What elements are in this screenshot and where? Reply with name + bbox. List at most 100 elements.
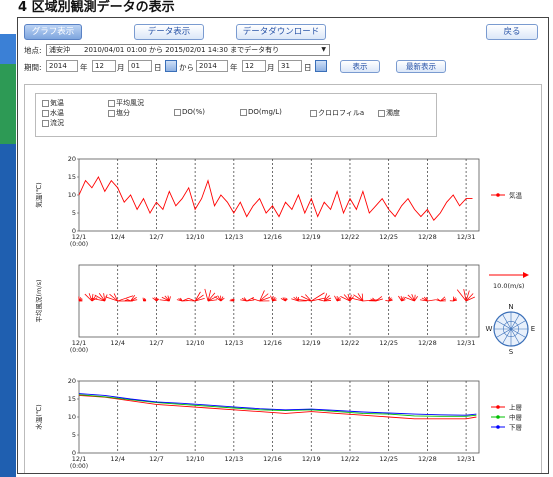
- wind-vector: [117, 295, 134, 302]
- series-line: [78, 393, 477, 416]
- latest-display-button[interactable]: 最新表示: [396, 60, 446, 73]
- compass-spoke: [510, 328, 520, 344]
- wind-vector: [130, 294, 136, 302]
- wind-vector: [349, 297, 363, 302]
- wind-vector: [463, 288, 467, 302]
- checkbox-label: 平均風況: [116, 99, 144, 107]
- wind-vector: [214, 296, 222, 302]
- graph-view-button[interactable]: グラフ表示: [24, 24, 82, 40]
- compass-spoke: [496, 328, 512, 338]
- wind-chart: 12/1 12/4 12/7 12/10 12/13 12/16 12/19 12/22 12/…: [34, 264, 535, 356]
- wind-vector: [323, 297, 332, 302]
- wind-vector: [84, 293, 93, 302]
- calendar-icon[interactable]: [315, 60, 327, 72]
- checkbox-air-temp[interactable]: 気温: [42, 98, 64, 108]
- wind-vector: [194, 291, 201, 302]
- y-tick-label: 20: [68, 155, 76, 163]
- wind-vector: [195, 297, 205, 302]
- end-day-input[interactable]: 31: [278, 60, 302, 72]
- wind-vector: [246, 296, 254, 302]
- wind-vector: [91, 297, 98, 302]
- wind-vector: [411, 294, 415, 302]
- checkbox-water-temp[interactable]: 水温: [42, 108, 64, 118]
- x-tick-label: 12/1: [72, 455, 87, 463]
- checkbox-salinity[interactable]: 塩分: [108, 108, 130, 118]
- start-year-input[interactable]: 2014: [46, 60, 78, 72]
- wind-vector: [361, 293, 364, 302]
- checkbox-current[interactable]: 流況: [42, 118, 64, 128]
- main-panel: グラフ表示 データ表示 データダウンロード 戻る 地点: 浦安沖 2010/04…: [17, 17, 549, 474]
- back-button[interactable]: 戻る: [486, 24, 538, 40]
- wind-vector: [318, 299, 325, 302]
- x-tick-label: 12/16: [263, 233, 282, 241]
- checkbox-icon: [378, 109, 385, 117]
- y-axis-label: 気温(℃): [34, 182, 43, 207]
- legend-label: 気温: [509, 191, 523, 200]
- x-tick-label: 12/1: [72, 339, 87, 347]
- wind-vector: [435, 299, 441, 302]
- wind-vector: [297, 299, 312, 302]
- wind-vector: [217, 295, 222, 302]
- wind-vector: [152, 297, 157, 302]
- y-tick-label: 10: [68, 413, 76, 421]
- start-month-input[interactable]: 12: [92, 60, 116, 72]
- checkbox-mean-wind[interactable]: 平均風況: [108, 98, 144, 108]
- checkbox-icon: [42, 109, 49, 117]
- start-day-input[interactable]: 01: [128, 60, 152, 72]
- x-tick-label: 12/28: [418, 233, 437, 241]
- checkbox-chlorophyll[interactable]: クロロフィルa: [310, 108, 364, 118]
- checkbox-label: 濁度: [386, 109, 400, 117]
- wind-vector: [91, 295, 97, 302]
- x-tick-label: 12/22: [341, 339, 360, 347]
- scale-arrow-head: [523, 272, 529, 278]
- calendar-icon[interactable]: [165, 60, 177, 72]
- wind-vector: [130, 297, 137, 302]
- checkbox-label: 流況: [50, 119, 64, 127]
- wind-vector: [414, 296, 418, 302]
- x-tick-sublabel: (0:00): [70, 347, 88, 354]
- x-tick-label: 12/31: [457, 233, 476, 241]
- data-view-button[interactable]: データ表示: [134, 24, 204, 40]
- wind-vector: [91, 297, 105, 302]
- month-unit-1: 月: [117, 63, 125, 72]
- location-select[interactable]: 浦安沖 2010/04/01 01:00 から 2015/02/01 14:30…: [46, 44, 330, 56]
- x-tick-label: 12/13: [224, 455, 243, 463]
- side-decoration: [0, 34, 16, 477]
- day-unit-2: 日: [304, 63, 312, 72]
- x-tick-label: 12/7: [149, 455, 164, 463]
- item-checkbox-panel: 気温 水温 流況 平均風況 塩分 DO(%) DO(mg/L) クロロフィルa …: [35, 93, 437, 137]
- page-heading: 4 区域別観測データの表示: [18, 0, 175, 15]
- data-download-button[interactable]: データダウンロード: [236, 24, 326, 40]
- end-month-input[interactable]: 12: [242, 60, 266, 72]
- y-tick-label: 0: [72, 449, 76, 457]
- display-button[interactable]: 表示: [340, 60, 380, 73]
- x-tick-label: 12/7: [149, 233, 164, 241]
- wind-vector: [349, 296, 354, 302]
- wind-vector: [414, 294, 416, 302]
- wind-vector: [465, 290, 470, 302]
- x-tick-label: 12/31: [457, 455, 476, 463]
- x-tick-label: 12/28: [418, 455, 437, 463]
- x-tick-label: 12/28: [418, 339, 437, 347]
- checkbox-icon: [42, 119, 49, 127]
- x-tick-label: 12/22: [341, 233, 360, 241]
- checkbox-do-pct[interactable]: DO(%): [174, 108, 205, 116]
- wind-vector: [301, 295, 312, 302]
- end-year-input[interactable]: 2014: [196, 60, 228, 72]
- checkbox-label: 気温: [50, 99, 64, 107]
- wind-vector: [340, 296, 351, 302]
- compass-direction-label: W: [486, 325, 493, 333]
- wind-vector: [164, 295, 170, 302]
- compass-direction-label: E: [531, 325, 535, 333]
- month-unit-2: 月: [267, 63, 275, 72]
- period-label: 期間:: [24, 63, 42, 72]
- wind-vector: [91, 293, 94, 302]
- water-temp-chart: 12/1 12/4 12/7 12/10 12/13 12/16 12/19 12/22 12/…: [34, 377, 522, 470]
- x-tick-label: 12/19: [302, 455, 321, 463]
- wind-vector: [456, 289, 467, 302]
- dropdown-arrow-icon: ▼: [321, 46, 326, 53]
- checkbox-do-mgl[interactable]: DO(mg/L): [240, 108, 282, 116]
- checkbox-turbidity[interactable]: 濁度: [378, 108, 400, 118]
- wind-vector: [161, 296, 170, 302]
- legend-marker: [496, 405, 500, 409]
